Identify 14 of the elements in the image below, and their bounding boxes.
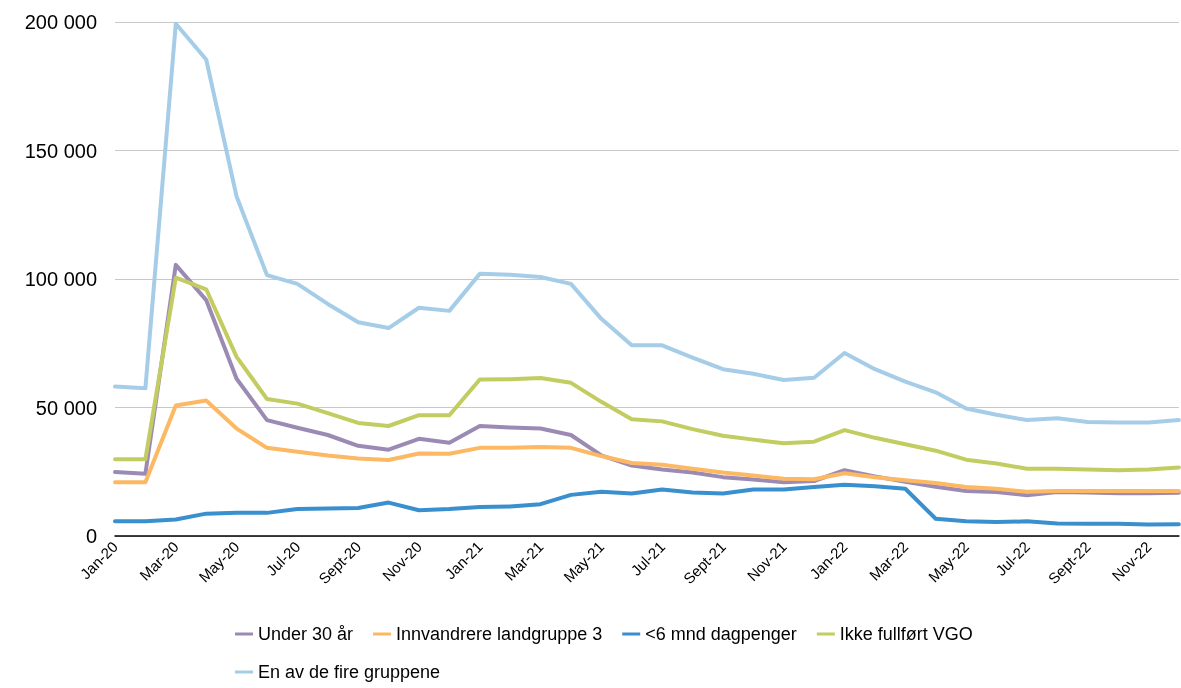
- y-tick-label: 150 000: [24, 139, 97, 162]
- y-tick-label: 50 000: [35, 396, 97, 419]
- y-tick-label: 200 000: [24, 11, 97, 33]
- line-series: [113, 21, 1181, 425]
- y-tick-label: 100 000: [24, 268, 97, 290]
- legend-label: En av de fire gruppene: [258, 662, 441, 682]
- legend-label: Innvandrere landgruppe 3: [396, 624, 603, 644]
- legend-label: <6 mnd dagpenger: [645, 624, 797, 644]
- y-tick-label: 0: [85, 525, 97, 547]
- line-series: [113, 275, 1181, 473]
- line-series: [113, 482, 1181, 527]
- line-series: [113, 398, 1181, 494]
- legend-label: Ikke fullført VGO: [839, 624, 973, 644]
- legend-label: Under 30 år: [258, 624, 354, 644]
